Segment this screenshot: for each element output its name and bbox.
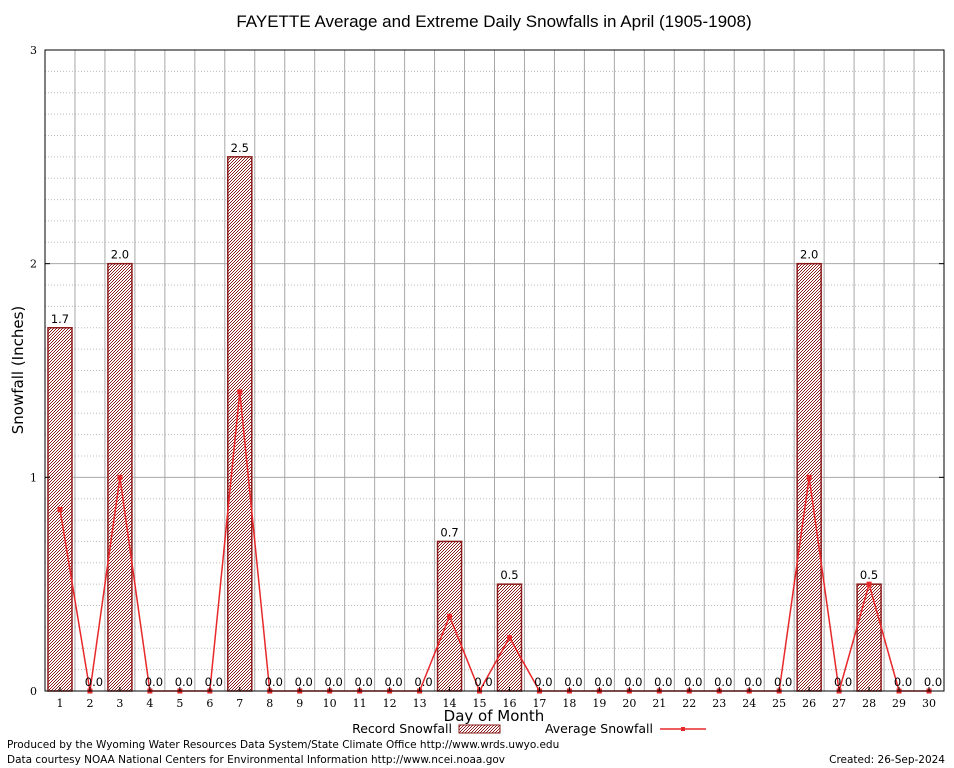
record-value-label: 0.0 [295,675,313,689]
x-tick-label: 24 [742,697,756,710]
value-labels: 1.7 0.0 2.0 0.0 0.0 0.0 2.5 0.0 0.0 0.0 0.0 0.0 0.0 0… [51,141,942,689]
x-tick-label: 28 [862,697,876,710]
x-tick-label: 18 [562,697,576,710]
record-value-label: 0.0 [175,675,193,689]
x-tick-label: 22 [682,697,696,710]
x-tick-label: 21 [652,697,666,710]
record-value-label: 0.0 [744,675,762,689]
average-point [866,581,872,587]
x-tick-label: 16 [502,697,516,710]
record-value-label: 0.0 [205,675,223,689]
record-value-label: 0.0 [684,675,702,689]
record-value-label: 0.0 [894,675,912,689]
average-point [117,474,123,480]
x-tick-label: 25 [772,697,786,710]
y-tick-label: 2 [30,258,37,271]
x-tick-labels: 1 2 3 4 5 6 7 8 9 10 11 12 13 14 15 16 17 18 19 20 21 22 23 24 2… [56,687,936,710]
average-point [447,613,453,619]
record-value-label: 0.0 [85,675,103,689]
record-value-label: 0.0 [624,675,642,689]
x-tick-label: 29 [892,697,906,710]
grid-lines [45,50,944,691]
record-value-label: 0.0 [714,675,732,689]
footer-created: Created: 26-Sep-2024 [829,754,945,766]
x-tick-label: 6 [206,697,213,710]
record-bar [227,156,253,692]
record-value-label: 1.7 [51,312,69,326]
x-tick-label: 13 [413,697,427,710]
record-value-label: 0.0 [534,675,552,689]
x-tick-label: 27 [832,697,846,710]
record-value-label: 0.0 [474,675,492,689]
x-tick-label: 20 [622,697,636,710]
chart-title: FAYETTE Average and Extreme Daily Snowfa… [236,12,751,31]
record-value-label: 0.0 [145,675,163,689]
average-point [57,506,63,512]
plot-frame [44,49,945,692]
legend-average-label: Average Snowfall [545,721,653,736]
record-value-label: 0.0 [924,675,942,689]
legend-average-marker [681,727,685,731]
average-point [506,635,512,641]
record-value-label: 0.0 [774,675,792,689]
record-value-label: 0.0 [325,675,343,689]
record-value-label: 0.5 [500,568,518,582]
record-value-label: 0.0 [564,675,582,689]
footer-data-courtesy: Data courtesy NOAA National Centers for … [7,754,505,766]
record-value-label: 0.0 [265,675,283,689]
record-value-label: 0.5 [860,568,878,582]
record-value-label: 0.0 [355,675,373,689]
x-tick-label: 14 [443,697,457,710]
y-tick-labels: 0 1 2 3 [30,44,944,698]
x-tick-label: 10 [323,697,337,710]
record-value-label: 0.7 [440,525,458,539]
y-tick-label: 0 [30,685,37,698]
bar-series [47,156,882,692]
x-tick-label: 15 [473,697,487,710]
record-value-label: 2.0 [800,248,818,262]
legend-record-label: Record Snowfall [352,721,452,736]
x-tick-label: 30 [922,697,936,710]
x-tick-label: 1 [56,697,63,710]
legend: Record Snowfall Average Snowfall [352,721,706,736]
x-tick-label: 12 [383,697,397,710]
x-axis-label: Day of Month [444,707,545,725]
x-tick-label: 2 [86,697,93,710]
record-value-label: 2.5 [231,141,249,155]
y-tick-label: 3 [30,44,37,57]
x-tick-label: 17 [532,697,546,710]
x-tick-label: 3 [116,697,123,710]
x-tick-label: 19 [592,697,606,710]
record-value-label: 0.0 [384,675,402,689]
footer-produced-by: Produced by the Wyoming Water Resources … [7,739,559,751]
record-bar [856,583,882,692]
x-tick-label: 4 [146,697,153,710]
record-value-label: 2.0 [111,248,129,262]
x-tick-label: 9 [296,697,303,710]
average-point [237,389,243,395]
y-axis-label: Snowfall (Inches) [9,306,27,434]
x-tick-label: 11 [353,697,367,710]
record-value-label: 0.0 [834,675,852,689]
x-tick-label: 7 [236,697,243,710]
record-value-label: 0.0 [414,675,432,689]
record-value-label: 0.0 [654,675,672,689]
x-tick-label: 8 [266,697,273,710]
x-tick-label: 23 [712,697,726,710]
y-tick-label: 1 [30,471,37,484]
legend-record-swatch [458,724,501,734]
x-tick-label: 5 [176,697,183,710]
average-point [806,474,812,480]
record-value-label: 0.0 [594,675,612,689]
x-tick-label: 26 [802,697,816,710]
